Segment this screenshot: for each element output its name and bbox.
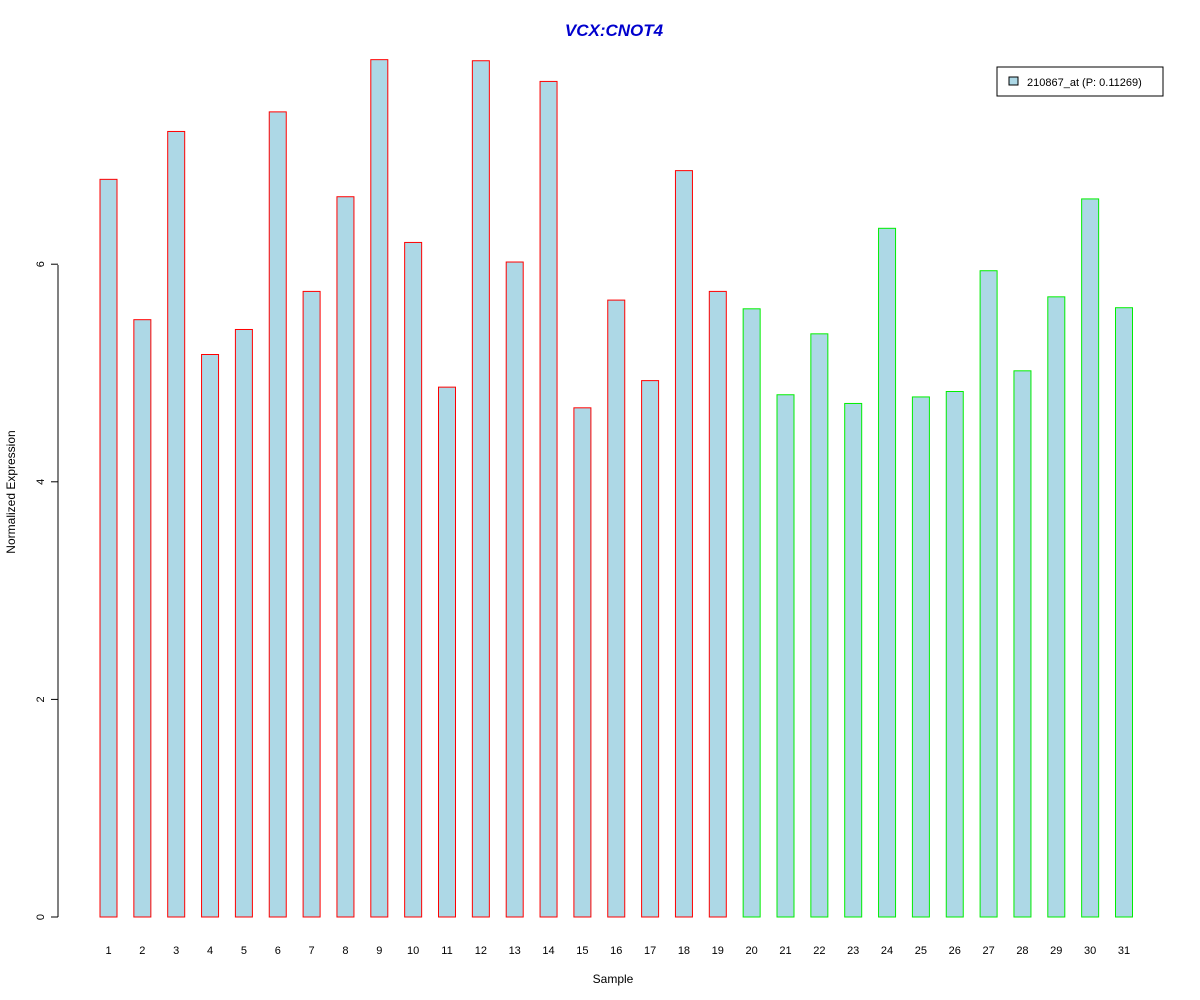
bar-sample-28 bbox=[1013, 370, 1032, 918]
x-tick-label: 14 bbox=[542, 945, 554, 957]
bar-sample-5 bbox=[234, 328, 253, 918]
x-tick-labels: 1 2 3 4 5 6 7 8 9 10 11 12 13 14 15 16 17 18 19 20 21 22 23 24 2… bbox=[105, 945, 1130, 957]
bars-group bbox=[99, 59, 1133, 918]
x-tick-label: 15 bbox=[576, 945, 588, 957]
x-tick-label: 30 bbox=[1084, 945, 1096, 957]
bar-sample-22 bbox=[810, 333, 829, 918]
y-axis: 0 2 4 6 bbox=[35, 261, 59, 920]
x-tick-label: 18 bbox=[678, 945, 690, 957]
x-tick-label: 2 bbox=[139, 945, 145, 957]
x-tick-label: 20 bbox=[746, 945, 758, 957]
y-tick-label: 4 bbox=[35, 479, 47, 485]
x-tick-label: 23 bbox=[847, 945, 859, 957]
x-tick-label: 25 bbox=[915, 945, 927, 957]
bar-sample-6 bbox=[268, 111, 287, 918]
x-tick-label: 4 bbox=[207, 945, 213, 957]
x-tick-label: 6 bbox=[275, 945, 281, 957]
bar-sample-2 bbox=[133, 319, 152, 918]
x-tick-label: 29 bbox=[1050, 945, 1062, 957]
bar-sample-31 bbox=[1115, 307, 1133, 918]
bar-sample-16 bbox=[607, 299, 626, 918]
bar-sample-30 bbox=[1081, 198, 1100, 918]
legend-swatch bbox=[1008, 76, 1019, 86]
bar-sample-15 bbox=[573, 407, 592, 918]
bar-sample-17 bbox=[641, 380, 660, 918]
x-tick-label: 8 bbox=[342, 945, 348, 957]
bar-sample-10 bbox=[404, 241, 423, 918]
x-tick-label: 13 bbox=[509, 945, 521, 957]
x-tick-label: 7 bbox=[309, 945, 315, 957]
bar-sample-25 bbox=[911, 396, 930, 918]
bar-sample-20 bbox=[742, 308, 761, 918]
bar-sample-29 bbox=[1047, 296, 1066, 918]
x-tick-label: 22 bbox=[813, 945, 825, 957]
bar-sample-26 bbox=[945, 391, 964, 918]
x-tick-label: 16 bbox=[610, 945, 622, 957]
x-axis-label: Sample bbox=[593, 972, 634, 986]
bar-sample-18 bbox=[674, 170, 693, 918]
x-tick-label: 5 bbox=[241, 945, 247, 957]
x-tick-label: 11 bbox=[441, 945, 452, 957]
bar-sample-3 bbox=[167, 130, 186, 918]
y-tick-label: 0 bbox=[35, 914, 47, 920]
legend-box bbox=[996, 66, 1164, 97]
bar-sample-21 bbox=[776, 394, 795, 918]
bar-sample-14 bbox=[539, 80, 558, 918]
x-tick-label: 19 bbox=[712, 945, 724, 957]
bar-sample-7 bbox=[302, 290, 321, 918]
bar-sample-12 bbox=[471, 60, 490, 918]
bar-sample-11 bbox=[438, 386, 456, 918]
y-ticks: 0 2 4 6 bbox=[35, 261, 58, 920]
x-tick-label: 27 bbox=[982, 945, 994, 957]
bar-sample-23 bbox=[844, 402, 863, 918]
bar-sample-4 bbox=[201, 354, 220, 918]
y-tick-label: 6 bbox=[35, 261, 47, 267]
x-tick-label: 9 bbox=[376, 945, 382, 957]
y-axis-label: Normalized Expression bbox=[4, 430, 18, 553]
bar-sample-9 bbox=[370, 59, 389, 918]
x-tick-label: 1 bbox=[105, 945, 111, 957]
x-tick-label: 24 bbox=[881, 945, 893, 957]
bar-sample-19 bbox=[708, 290, 727, 918]
legend: 210867_at (P: 0.11269) bbox=[996, 66, 1164, 97]
bar-sample-27 bbox=[979, 270, 998, 918]
legend-label: 210867_at (P: 0.11269) bbox=[1027, 77, 1142, 89]
x-tick-label: 28 bbox=[1016, 945, 1028, 957]
x-tick-label: 21 bbox=[779, 945, 791, 957]
x-tick-label: 26 bbox=[949, 945, 961, 957]
x-tick-label: 31 bbox=[1118, 945, 1130, 957]
x-tick-label: 10 bbox=[407, 945, 419, 957]
x-tick-label: 3 bbox=[173, 945, 179, 957]
chart-title: VCX:CNOT4 bbox=[565, 21, 664, 40]
x-tick-label: 17 bbox=[644, 945, 656, 957]
bar-sample-1 bbox=[99, 178, 118, 918]
y-tick-label: 2 bbox=[35, 696, 47, 702]
bar-sample-13 bbox=[505, 261, 524, 918]
bar-sample-8 bbox=[336, 196, 355, 918]
bar-sample-24 bbox=[878, 227, 897, 918]
x-tick-label: 12 bbox=[475, 945, 487, 957]
